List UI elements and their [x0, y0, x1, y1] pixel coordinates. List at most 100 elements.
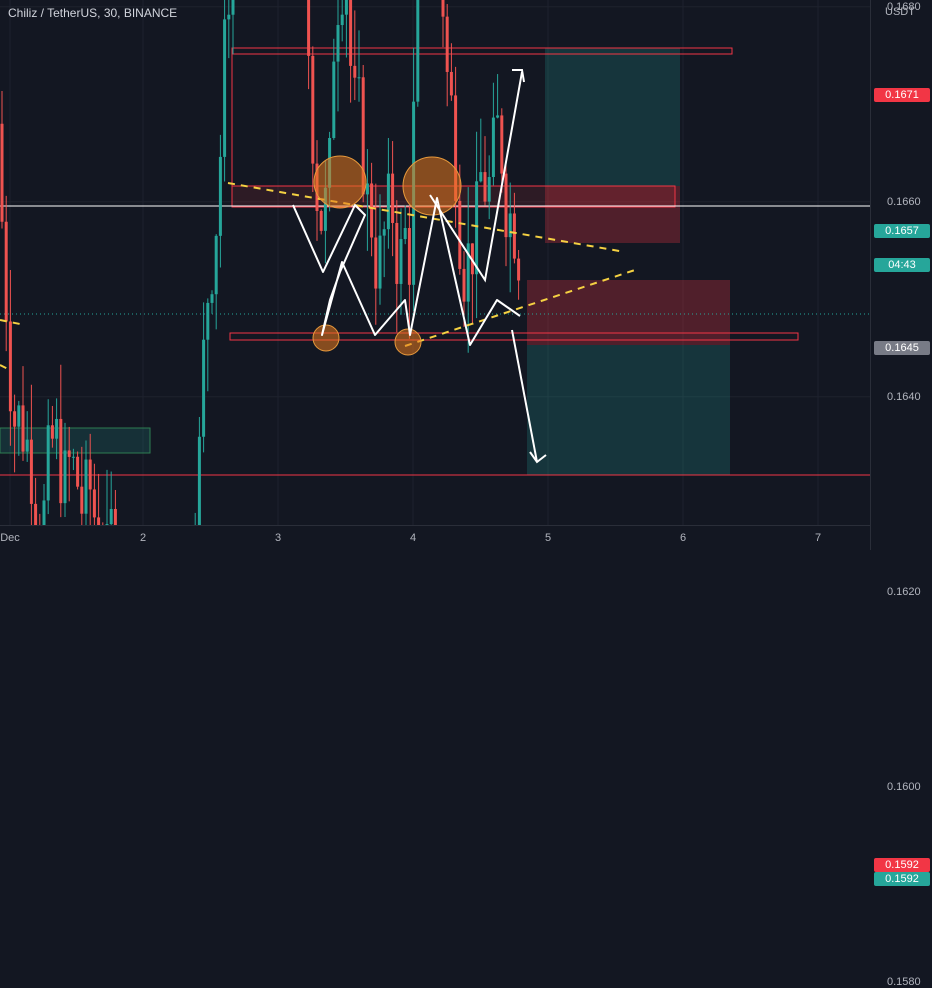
candle-body	[307, 0, 311, 56]
candle-body	[391, 173, 395, 223]
candle-body	[344, 0, 348, 15]
candle-body	[332, 61, 336, 138]
candle-body	[336, 25, 340, 62]
price-tick-label: 0.1660	[887, 195, 921, 208]
highlight-circle	[402, 156, 462, 216]
candle-body	[210, 294, 214, 303]
candle-body	[34, 503, 38, 525]
candle-body	[223, 19, 227, 157]
symbol-title: Chiliz / TetherUS, 30, BINANCE	[8, 6, 178, 20]
candle-body	[349, 0, 353, 66]
candle-body	[206, 302, 210, 340]
candle-body	[84, 459, 88, 514]
time-axis[interactable]: Dec 2 3 4 5 6 7	[0, 525, 870, 551]
time-tick-label: 7	[814, 532, 822, 544]
price-tick-label: 0.1580	[887, 975, 921, 988]
candle-body	[46, 425, 50, 501]
time-tick-label: 6	[679, 532, 687, 544]
candle-body	[454, 95, 458, 201]
price-tag: 0.1657	[874, 224, 930, 238]
candle-body	[0, 123, 4, 222]
candle-body	[67, 450, 71, 457]
candle-body	[25, 439, 29, 452]
candle-body	[378, 235, 382, 289]
candle-body	[88, 459, 92, 490]
candle-body	[63, 450, 67, 504]
candle-body	[42, 500, 46, 525]
candle-body	[512, 213, 516, 259]
pattern-zigzag	[292, 197, 521, 346]
price-tick-label: 0.1680	[887, 0, 921, 13]
time-tick-label: Dec	[0, 532, 20, 544]
time-tick-label: 3	[274, 532, 282, 544]
candle-body	[59, 418, 63, 504]
time-tick-label: 5	[544, 532, 552, 544]
old-trendline-2	[0, 364, 9, 370]
up-arrow-head	[512, 69, 525, 83]
highlight-circle	[313, 155, 367, 209]
candle-body	[491, 117, 495, 178]
candle-body	[365, 183, 369, 195]
candle-body	[17, 405, 21, 427]
candle-body	[80, 486, 84, 514]
candle-body	[109, 508, 113, 525]
old-trendline	[0, 319, 26, 326]
candle-body	[458, 200, 462, 269]
price-tag: 0.1671	[874, 87, 930, 102]
candle-body	[113, 508, 117, 525]
price-tag: 0.1645	[874, 341, 930, 355]
candle-body	[416, 0, 420, 102]
candle-body	[479, 172, 483, 182]
candle-body	[483, 172, 487, 202]
candle-body	[445, 16, 449, 72]
price-axis[interactable]: USDT 0.17600.17400.17200.16800.16600.164…	[870, 0, 932, 988]
price-tick-label: 0.1620	[887, 585, 921, 598]
price-tick-label: 0.1600	[887, 780, 921, 793]
candle-body	[399, 239, 403, 284]
candle-body	[517, 258, 521, 281]
candle-body	[50, 425, 54, 439]
price-tag: 0.1592	[874, 857, 930, 872]
candle-body	[97, 517, 101, 525]
candle-body	[374, 237, 378, 289]
candle-body	[55, 418, 59, 439]
ascending-trendline	[404, 269, 636, 347]
price-tag: 0.1592	[874, 872, 930, 887]
candle-body	[29, 439, 33, 504]
candle-body	[353, 65, 357, 78]
candle-body	[8, 321, 12, 412]
candle-body	[323, 187, 327, 231]
candle-body	[319, 210, 323, 231]
candle-body	[449, 71, 453, 96]
short-stop-zone	[527, 280, 730, 345]
candle-body	[227, 14, 231, 20]
short-target-zone	[527, 345, 730, 475]
candle-body	[462, 268, 466, 302]
support-zone	[0, 427, 151, 454]
candle-body	[504, 173, 508, 238]
currency-unit: USDT	[885, 6, 915, 18]
highlight-circle	[312, 324, 340, 352]
candle-body	[311, 55, 315, 164]
candle-body	[214, 235, 218, 295]
candle-body	[386, 173, 390, 230]
price-tag: 04:43	[874, 258, 930, 273]
time-tick-label: 4	[409, 532, 417, 544]
candle-body	[71, 456, 75, 458]
price-tick-label: 0.1640	[887, 390, 921, 403]
down-arrow-head	[529, 451, 547, 464]
candle-body	[357, 77, 361, 79]
candle-body	[231, 0, 235, 15]
bullish-path	[429, 71, 523, 283]
candle-body	[92, 489, 96, 518]
candle-body	[475, 181, 479, 275]
candle-body	[76, 456, 80, 487]
candle-body	[500, 115, 504, 174]
candle-body	[441, 0, 445, 17]
candle-body	[487, 177, 491, 202]
price-chart-canvas[interactable]	[0, 0, 870, 525]
candle-body	[21, 405, 25, 452]
candle-body	[382, 229, 386, 236]
candle-body	[466, 243, 470, 302]
candle-body	[370, 183, 374, 238]
